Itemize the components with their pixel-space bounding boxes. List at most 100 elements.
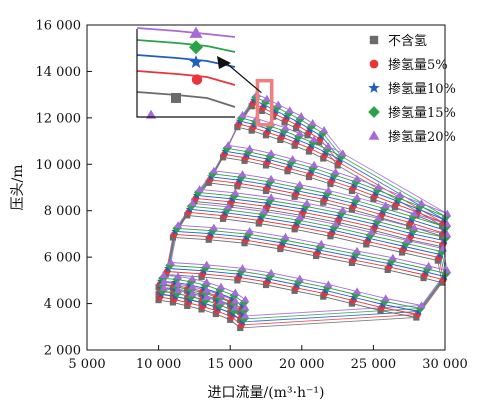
data-point	[239, 298, 249, 307]
data-point	[244, 229, 253, 239]
data-point	[159, 283, 168, 291]
speed-line	[189, 208, 441, 256]
data-point	[281, 123, 290, 131]
speed-line	[191, 205, 442, 253]
zoom-region-box	[255, 78, 274, 127]
data-point	[277, 245, 284, 253]
data-point	[205, 236, 212, 243]
data-point	[184, 212, 191, 219]
data-point	[351, 177, 361, 187]
data-point	[285, 106, 294, 114]
data-point	[239, 306, 249, 316]
x-tick-label: 5 000	[68, 357, 105, 372]
data-point	[317, 239, 326, 247]
data-point	[169, 299, 177, 306]
data-point	[238, 264, 247, 272]
data-point	[413, 314, 420, 321]
speed-line	[187, 214, 438, 262]
data-point	[227, 316, 234, 323]
data-point	[291, 287, 298, 294]
data-point	[351, 290, 361, 299]
data-point	[202, 260, 211, 268]
data-point	[324, 142, 333, 150]
data-point	[320, 199, 327, 206]
data-point	[202, 286, 211, 294]
data-point	[217, 297, 226, 305]
surge-line-4	[163, 93, 258, 289]
plot-frame	[86, 24, 446, 351]
inset-axes	[136, 29, 235, 118]
data-point	[188, 289, 197, 297]
data-point	[239, 314, 249, 324]
data-point	[415, 304, 425, 313]
data-point	[208, 226, 217, 236]
data-point	[348, 300, 356, 307]
data-point	[415, 201, 425, 211]
data-point	[381, 201, 390, 209]
inset-marker	[189, 40, 203, 55]
data-point	[234, 124, 241, 131]
data-point	[334, 162, 341, 169]
data-point	[410, 223, 419, 231]
y-tick-label: 12 000	[36, 111, 82, 126]
data-point	[184, 287, 191, 294]
surge-line-3	[162, 96, 256, 292]
data-point	[305, 148, 313, 155]
data-point	[353, 193, 362, 201]
data-point	[272, 103, 282, 112]
data-point	[417, 301, 426, 309]
data-point	[374, 182, 383, 190]
speed-line	[192, 202, 444, 250]
data-point	[281, 119, 288, 126]
axes-layer: 5 000 10 000 15 000 20 000 25 000 30 000 2 000…	[10, 19, 468, 402]
y-tick-label: 10 000	[36, 158, 82, 173]
data-point	[222, 205, 232, 215]
data-point	[338, 206, 347, 214]
data-point	[284, 168, 291, 175]
data-point	[324, 280, 333, 288]
data-point	[262, 162, 270, 169]
data-point	[267, 149, 276, 157]
data-point	[441, 222, 451, 232]
speed-line	[196, 194, 445, 242]
data-point	[288, 154, 297, 162]
data-point	[320, 293, 327, 300]
data-point	[229, 306, 239, 316]
data-point	[188, 282, 197, 290]
data-point	[304, 132, 311, 139]
legend-label: 掺氢量15%	[388, 105, 456, 121]
data-point	[245, 144, 254, 152]
data-point	[388, 253, 397, 261]
data-point	[188, 274, 197, 282]
data-point	[231, 296, 240, 304]
data-point	[267, 193, 276, 201]
inset-marker	[145, 109, 157, 119]
x-tick-label: 25 000	[351, 357, 397, 372]
data-point	[381, 294, 390, 302]
inset-line	[136, 27, 236, 38]
data-point	[420, 274, 427, 282]
callout-arrowhead	[217, 56, 231, 69]
data-point	[441, 233, 451, 242]
data-point	[327, 180, 334, 188]
data-point	[241, 157, 248, 164]
x-tick-label: 15 000	[207, 357, 253, 372]
data-point	[205, 179, 212, 186]
data-point	[262, 94, 271, 102]
data-point	[295, 213, 304, 221]
data-point	[374, 214, 383, 222]
legend-marker	[368, 106, 380, 118]
data-point	[238, 170, 247, 178]
data-point	[327, 233, 334, 240]
data-point	[292, 125, 300, 132]
data-point	[348, 259, 356, 267]
data-point	[363, 241, 370, 248]
legend-marker	[368, 81, 380, 93]
y-tick-label: 14 000	[36, 65, 82, 80]
legend-label: 掺氢量10%	[388, 81, 456, 97]
data-point	[241, 303, 250, 311]
data-point	[410, 209, 419, 217]
data-point	[209, 223, 218, 231]
data-point	[398, 249, 406, 256]
data-point	[281, 232, 290, 240]
